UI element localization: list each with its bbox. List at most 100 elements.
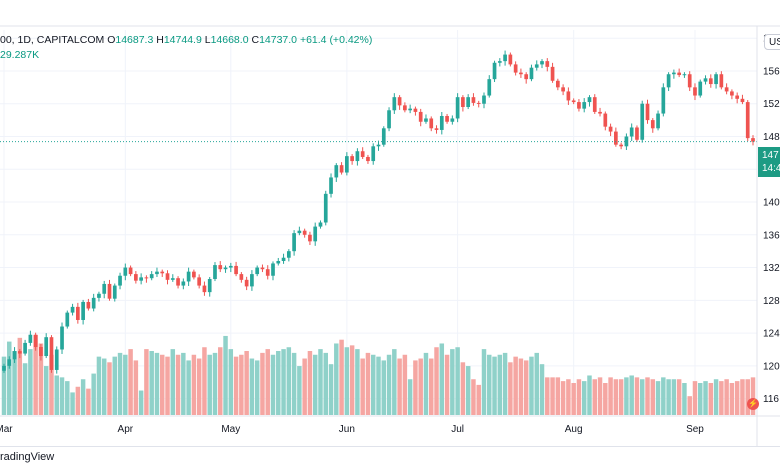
volume-bar — [734, 381, 740, 415]
candle-body — [598, 111, 602, 114]
price-axis[interactable]: 116120124128132136140144148152156160 — [756, 26, 780, 446]
volume-bar — [450, 349, 455, 415]
candle-body — [28, 334, 33, 343]
candle-body — [107, 283, 112, 299]
volume-bar — [302, 358, 307, 415]
volume-bar — [38, 343, 44, 415]
volume-bar — [566, 379, 571, 415]
volume-bar — [360, 358, 365, 415]
volume-bar — [218, 347, 223, 415]
volume-bar — [43, 366, 49, 415]
candle-body — [250, 274, 254, 287]
candle-body — [387, 110, 391, 129]
volume-bar — [724, 379, 729, 415]
candle-body — [408, 108, 412, 111]
candle-body — [234, 265, 238, 275]
volume-bar — [481, 349, 487, 415]
candle-body — [534, 64, 539, 68]
currency-selector[interactable]: USI — [764, 34, 780, 50]
candle-body — [160, 271, 165, 274]
candle-body — [323, 193, 328, 223]
candle-body — [677, 72, 682, 76]
volume-bar — [170, 349, 176, 415]
candle-body — [197, 277, 202, 286]
volume-bar — [650, 379, 656, 415]
volume-bar — [7, 341, 12, 415]
tradingview-brand[interactable]: radingView — [0, 451, 55, 463]
chart-svg[interactable]: 116120124128132136140144148152156160 Mar… — [0, 0, 780, 446]
candle-body — [561, 87, 565, 92]
candle-body — [714, 74, 718, 85]
volume-bar — [687, 396, 692, 415]
volume-bar — [107, 362, 112, 415]
volume-bar — [745, 379, 750, 415]
candle-body — [608, 126, 613, 132]
volume-bar — [376, 356, 381, 415]
volume-bar — [165, 356, 170, 415]
candle-body — [286, 251, 291, 258]
candle-body — [392, 97, 397, 111]
flash-icon[interactable]: ⚡ — [747, 398, 759, 410]
candle-body — [445, 116, 449, 122]
candle-body — [49, 337, 54, 370]
candle-body — [44, 337, 49, 357]
volume-bar — [655, 381, 661, 415]
volume-bar — [349, 345, 355, 415]
volume-bar — [159, 354, 165, 415]
candle-body — [112, 285, 117, 299]
volume-bar — [365, 352, 371, 415]
y-tick-label: 120 — [763, 361, 780, 372]
candle-body — [751, 138, 755, 142]
volume-bar — [386, 354, 392, 415]
open-label: O — [107, 34, 116, 46]
change-value: +61.4 (+0.42%) — [299, 34, 373, 46]
volume-bar — [196, 358, 202, 415]
volume-bar — [597, 377, 603, 415]
volume-bar — [576, 379, 582, 415]
time-axis[interactable]: Mar Apr May Jun Jul Aug Sep — [0, 415, 780, 435]
y-tick-label: 128 — [763, 296, 780, 307]
candle-body — [566, 91, 571, 101]
candle-body — [155, 271, 159, 275]
volume-bar — [413, 360, 418, 415]
volume-bar — [202, 347, 207, 415]
candle-body — [102, 283, 107, 294]
candle-body — [134, 274, 138, 281]
volume-bar — [149, 351, 154, 415]
candle-body — [371, 146, 376, 162]
candle-body — [719, 74, 724, 88]
volume-bar — [613, 379, 619, 415]
volume-bar — [618, 379, 624, 415]
candle-body — [33, 334, 38, 348]
candle-body — [70, 306, 75, 313]
candle-body — [334, 165, 339, 178]
candle-body — [524, 74, 529, 80]
candle-body — [640, 103, 645, 140]
volume-bar — [460, 362, 466, 415]
volume-bar — [713, 379, 719, 415]
candle-body — [7, 359, 12, 366]
candle-body — [540, 61, 544, 65]
volume-bar — [682, 383, 687, 415]
candle-body — [424, 118, 428, 122]
candle-body — [54, 349, 59, 370]
volume-bar — [112, 356, 118, 415]
volume-bar — [539, 364, 545, 415]
volume-bar — [270, 354, 276, 415]
candle-body — [292, 233, 296, 252]
candle-body — [682, 74, 687, 76]
candle-body — [703, 78, 708, 82]
volume-bar — [666, 379, 671, 415]
y-tick-label: 152 — [763, 99, 780, 110]
footer-bar: radingView — [0, 446, 780, 471]
volume-bar — [223, 335, 228, 415]
candle-body — [239, 274, 244, 280]
candle-body — [513, 64, 518, 73]
candle-layer — [2, 50, 755, 374]
volume-bar — [207, 354, 212, 415]
y-tick-label: 148 — [763, 132, 780, 143]
candle-body — [666, 74, 671, 88]
candle-body — [529, 67, 534, 80]
volume-bar — [297, 366, 302, 415]
